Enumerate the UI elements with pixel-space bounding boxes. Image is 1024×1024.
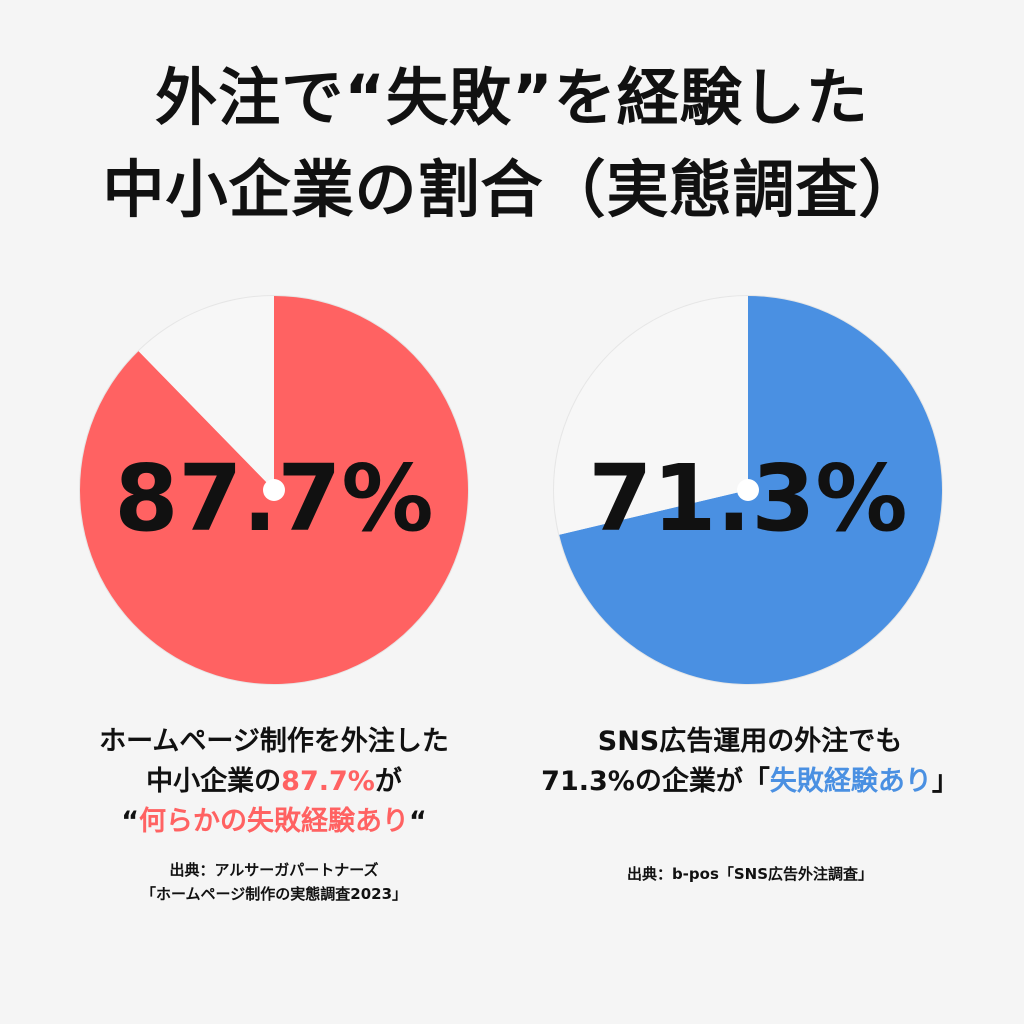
right-caption-line2-pre: 71.3%の企業が「 <box>541 766 770 797</box>
left-source: 出典：アルサーガパートナーズ 「ホームページ制作の実態調査2023」 <box>44 858 504 906</box>
page-title-line2: 中小企業の割合（実態調査） <box>102 153 922 226</box>
right-source-line1: 出典：b-pos「SNS広告外注調査」 <box>626 865 874 883</box>
right-caption-line1: SNS広告運用の外注でも <box>597 726 903 757</box>
right-source: 出典：b-pos「SNS広告外注調査」 <box>520 862 980 886</box>
right-caption-line2: 71.3%の企業が「失敗経験あり」 <box>520 762 980 802</box>
left-caption-highlight-failure: 何らかの失敗経験あり <box>139 806 409 837</box>
right-caption: SNS広告運用の外注でも 71.3%の企業が「失敗経験あり」 <box>520 722 980 802</box>
right-caption-line2-post: 」 <box>931 766 959 797</box>
left-caption-line3: “何らかの失敗経験あり“ <box>44 802 504 842</box>
right-caption-highlight-failure: 失敗経験あり <box>769 766 932 797</box>
page-title-line1: 外注で“失敗”を経験した <box>155 61 869 134</box>
left-caption-close-quote: “ <box>409 806 427 837</box>
left-caption-line2: 中小企業の87.7%が <box>44 762 504 802</box>
left-caption-highlight-percent: 87.7% <box>281 766 375 797</box>
right-pie-slice-1 <box>554 296 748 535</box>
left-caption-open-quote: “ <box>121 806 139 837</box>
left-source-line1: 出典：アルサーガパートナーズ <box>169 861 379 879</box>
left-caption: ホームページ制作を外注した 中小企業の87.7%が “何らかの失敗経験あり“ <box>44 722 504 842</box>
left-pie-center-dot <box>263 479 285 501</box>
left-source-line2: 「ホームページ制作の実態調査2023」 <box>141 885 407 903</box>
right-pie-percent-label: 71.3% <box>588 445 907 552</box>
left-pie-percent-label: 87.7% <box>114 445 433 552</box>
left-caption-line2-pre: 中小企業の <box>146 766 282 797</box>
left-pie-slice-1 <box>138 296 274 490</box>
left-caption-line2-post: が <box>374 766 402 797</box>
left-caption-line1: ホームページ制作を外注した <box>99 726 449 757</box>
right-pie-center-dot <box>737 479 759 501</box>
